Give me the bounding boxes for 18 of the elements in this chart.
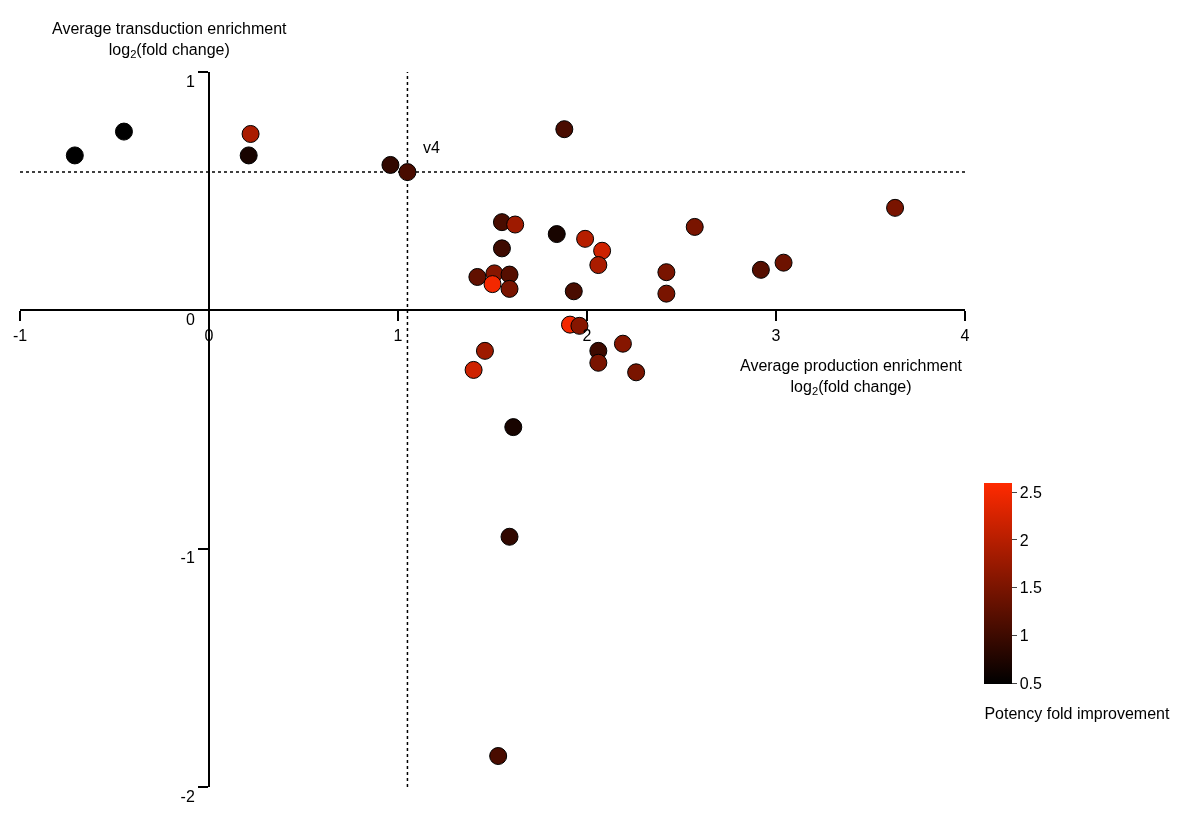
y-axis-title: Average transduction enrichment log$_{2}$(fold change): [52, 20, 288, 61]
annotation: v4: [423, 139, 440, 156]
y-tick-label: -2: [180, 787, 195, 805]
x-tick-label: 1: [393, 326, 403, 344]
color-bar-label: 1: [1019, 627, 1029, 645]
color-bar-title: Potency fold improvement: [984, 704, 1170, 722]
x-tick-label: 2: [582, 326, 592, 344]
x-tick-label: 3: [771, 326, 781, 344]
x-tick-label: -1: [12, 326, 28, 344]
color-bar-label: 2: [1019, 531, 1029, 549]
x-axis-title: Average production enrichment log$_{2}$(fold change): [740, 357, 963, 398]
y-tick-label: -1: [180, 549, 195, 567]
color-bar-label: 2.5: [1019, 483, 1043, 501]
color-bar-label: 0.5: [1019, 675, 1043, 693]
x-tick-label: 4: [960, 326, 970, 344]
y-tick-label: 0: [185, 310, 195, 328]
color-bar-label: 1.5: [1019, 579, 1043, 597]
y-tick-label: 1: [185, 72, 195, 90]
